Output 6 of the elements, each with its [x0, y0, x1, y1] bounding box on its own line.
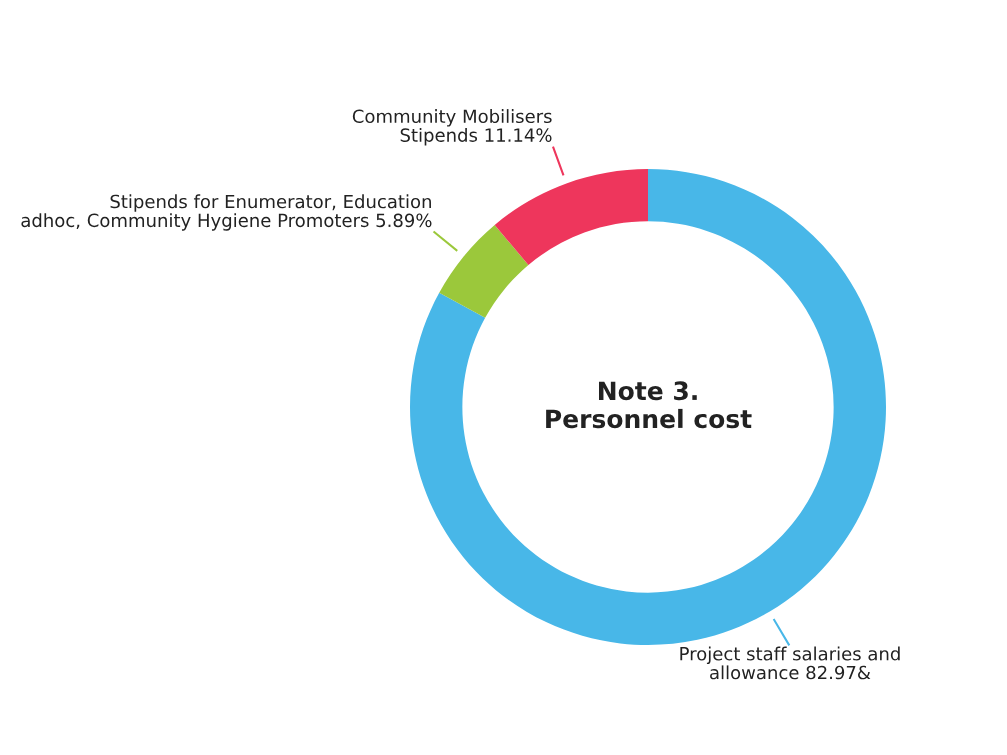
donut-slice: [494, 169, 648, 266]
text: Note 3. Personnel cost: [546, 381, 752, 429]
slice-label: Stipends for Enumerator, Education adhoc, Community Hygiene Promoters 5.89%: [21, 194, 432, 231]
slice-label: Project staff salaries and allowance 82.97&: [680, 646, 900, 680]
slice-label: Community Mobilisers Stipends 11.14%: [352, 109, 552, 146]
donut-slice: [439, 224, 529, 318]
